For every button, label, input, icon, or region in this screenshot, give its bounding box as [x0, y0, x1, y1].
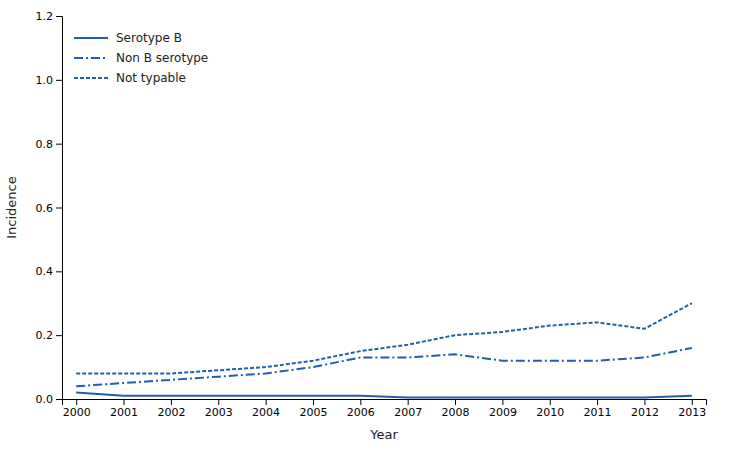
tick-label: 0.8	[36, 138, 54, 151]
legend-swatch	[74, 77, 108, 79]
tick: 2010	[536, 399, 564, 419]
tick: 0.8	[36, 138, 63, 151]
tick: 2002	[157, 399, 185, 419]
tick: 2012	[631, 399, 659, 419]
tick-mark	[56, 271, 62, 272]
tick-label: 0.4	[36, 265, 54, 278]
tick: 0.0	[36, 393, 63, 406]
tick-label: 2003	[205, 406, 233, 419]
tick-mark	[56, 399, 62, 400]
tick-mark	[455, 399, 456, 405]
tick-mark	[56, 144, 62, 145]
tick-label: 0.2	[36, 329, 54, 342]
legend-label: Serotype B	[116, 31, 182, 45]
legend-item: Non B serotype	[74, 51, 208, 65]
tick-label: 2012	[631, 406, 659, 419]
legend-label: Not typable	[116, 71, 186, 85]
tick: 2000	[63, 399, 91, 419]
legend-item: Serotype B	[74, 31, 182, 45]
tick-label: 2011	[584, 406, 612, 419]
tick-label: 2002	[157, 406, 185, 419]
tick-mark	[408, 399, 409, 405]
legend-label: Non B serotype	[116, 51, 208, 65]
tick-mark	[360, 399, 361, 405]
tick: 2009	[489, 399, 517, 419]
tick-label: 2005	[299, 406, 327, 419]
tick: 2011	[584, 399, 612, 419]
x-axis-title: Year	[369, 427, 398, 442]
tick: 2006	[347, 399, 375, 419]
series-line	[76, 303, 692, 373]
series-line	[76, 348, 692, 386]
tick-mark	[218, 399, 219, 405]
tick-mark	[313, 399, 314, 405]
tick: 2013	[678, 399, 706, 419]
tick-label: 1.2	[36, 10, 54, 23]
tick-mark	[644, 399, 645, 405]
tick-mark	[266, 399, 267, 405]
tick: 2001	[110, 399, 138, 419]
tick-label: 2004	[252, 406, 280, 419]
tick: 2003	[205, 399, 233, 419]
tick-label: 2007	[394, 406, 422, 419]
tick-mark	[124, 399, 125, 405]
tick-mark	[76, 399, 77, 405]
tick: 1.0	[36, 74, 63, 87]
legend-swatch	[74, 57, 108, 59]
tick: 1.2	[36, 10, 63, 23]
tick-label: 2013	[678, 406, 706, 419]
x-axis: 2000 2001 2002 2003 2004 2005 2006 2007 2008 2009…	[63, 399, 707, 419]
chart: 2000 2001 2002 2003 2004 2005 2006 2007 2008 2009…	[0, 0, 730, 449]
tick: 2005	[299, 399, 327, 419]
tick-label: 2006	[347, 406, 375, 419]
tick-mark	[597, 399, 598, 405]
tick-label: 1.0	[36, 74, 54, 87]
legend-item: Not typable	[74, 71, 186, 85]
tick-label: 2000	[63, 406, 91, 419]
y-axis-title: Incidence	[4, 176, 19, 238]
series-line	[76, 393, 692, 398]
tick-mark	[171, 399, 172, 405]
tick-label: 0.6	[36, 202, 54, 215]
tick-label: 2008	[442, 406, 470, 419]
tick: 2008	[442, 399, 470, 419]
x-axis-line	[63, 400, 707, 406]
tick-mark	[56, 80, 62, 81]
tick-mark	[692, 399, 693, 405]
plot: 2000 2001 2002 2003 2004 2005 2006 2007 2008 2009…	[4, 10, 707, 442]
legend: Serotype B Non B serotype Not typable	[74, 31, 208, 85]
tick-mark	[56, 16, 62, 17]
tick-mark	[56, 335, 62, 336]
tick-mark	[502, 399, 503, 405]
tick-label: 2009	[489, 406, 517, 419]
tick-label: 0.0	[36, 393, 54, 406]
tick: 2007	[394, 399, 422, 419]
tick: 0.2	[36, 329, 63, 342]
tick-label: 2001	[110, 406, 138, 419]
lines	[76, 303, 692, 397]
tick-mark	[56, 208, 62, 209]
y-axis-line	[56, 17, 63, 400]
tick: 0.4	[36, 265, 63, 278]
tick: 2004	[252, 399, 280, 419]
y-axis: 0.0 0.2 0.4 0.6 0.8 1.0 1.2	[36, 10, 63, 406]
tick: 0.6	[36, 202, 63, 215]
tick-label: 2010	[536, 406, 564, 419]
tick-mark	[550, 399, 551, 405]
legend-swatch	[74, 37, 108, 39]
